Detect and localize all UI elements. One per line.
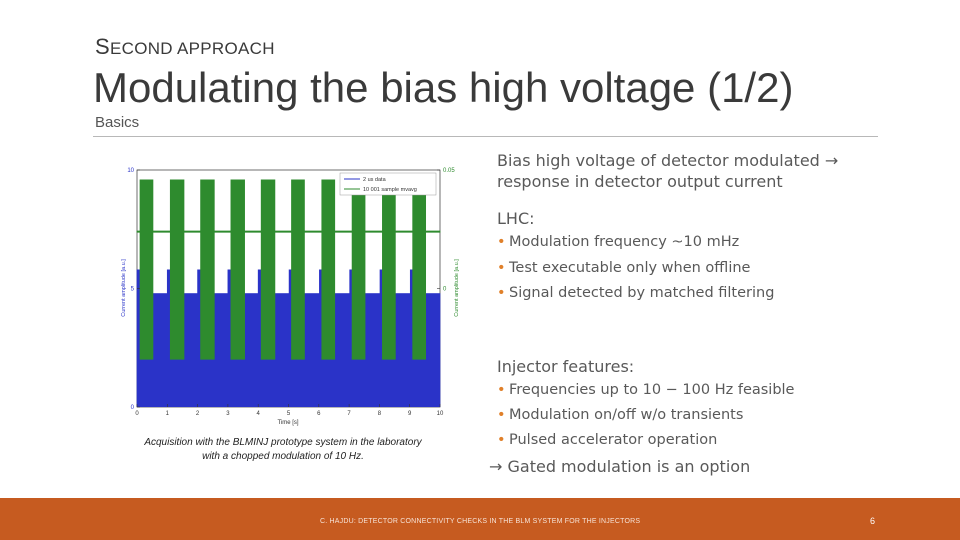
green-series-layer xyxy=(136,179,441,360)
y-axis-label-left: Current amplitude [a.u.] xyxy=(121,259,127,317)
bullet-bias-line2: response in detector output current xyxy=(497,172,783,191)
title-divider xyxy=(93,136,878,137)
injector-heading: Injector features: xyxy=(497,357,635,376)
footer-bar: C. HAJDU: DETECTOR CONNECTIVITY CHECKS I… xyxy=(0,498,960,540)
x-tick-label: 2 xyxy=(196,411,200,417)
x-tick-label: 3 xyxy=(226,411,230,417)
caption-line-1: Acquisition with the BLMINJ prototype sy… xyxy=(144,437,422,448)
legend-box xyxy=(339,172,437,196)
footer-text: C. HAJDU: DETECTOR CONNECTIVITY CHECKS I… xyxy=(320,518,641,525)
green-series-line xyxy=(136,179,441,360)
y-right-tick-label: 0 xyxy=(443,287,447,293)
page-number: 6 xyxy=(870,516,876,526)
x-tick-label: 8 xyxy=(378,411,382,417)
figure-caption: Acquisition with the BLMINJ prototype sy… xyxy=(118,436,448,464)
x-axis-label: Time [s] xyxy=(277,420,298,426)
bullet-bias: Bias high voltage of detector modulated … xyxy=(497,150,838,192)
x-tick-label: 5 xyxy=(287,411,291,417)
injector-item-3: Pulsed accelerator operation xyxy=(497,432,717,448)
axes-layer: 0 1 2 3 4 5 6 7 8 9 10 0 5 10 0 0.05 xyxy=(127,168,455,417)
x-tick-label: 7 xyxy=(347,411,351,417)
slide-title: Modulating the bias high voltage (1/2) xyxy=(93,64,794,111)
x-tick-label: 0 xyxy=(135,411,139,417)
chart: 0 1 2 3 4 5 6 7 8 9 10 0 5 10 0 0.05 2 us data 10 001 s… xyxy=(115,160,470,430)
injector-item-2: Modulation on/off w/o transients xyxy=(497,407,743,423)
injector-item-1: Frequencies up to 10 − 100 Hz feasible xyxy=(497,382,795,398)
y-left-tick-label: 5 xyxy=(131,287,135,293)
lhc-item-2: Test executable only when offline xyxy=(497,260,750,276)
caption-line-2: with a chopped modulation of 10 Hz. xyxy=(202,451,364,462)
y-right-tick-label: 0.05 xyxy=(443,168,455,174)
x-tick-label: 4 xyxy=(257,411,261,417)
bullet-bias-line1: Bias high voltage of detector modulated … xyxy=(497,151,839,170)
lhc-item-3: Signal detected by matched filtering xyxy=(497,285,774,301)
x-tick-label: 1 xyxy=(166,411,170,417)
legend-label-blue: 2 us data xyxy=(363,177,387,183)
x-tick-label: 9 xyxy=(408,411,412,417)
chart-svg: 0 1 2 3 4 5 6 7 8 9 10 0 5 10 0 0.05 2 us data 10 001 s… xyxy=(121,168,460,426)
y-axis-label-right: Current amplitude [a.u.] xyxy=(454,259,460,317)
y-left-tick-label: 10 xyxy=(127,168,134,174)
chart-legend: 2 us data 10 001 sample mvavg xyxy=(339,172,437,196)
y-left-tick-label: 0 xyxy=(131,405,135,411)
x-tick-label: 10 xyxy=(437,411,444,417)
lhc-heading: LHC: xyxy=(497,209,535,228)
section-kicker: SECOND APPROACH xyxy=(95,34,275,59)
legend-label-green: 10 001 sample mvavg xyxy=(363,187,417,193)
gated-modulation-note: → Gated modulation is an option xyxy=(489,457,751,476)
x-tick-label: 6 xyxy=(317,411,321,417)
lhc-item-1: Modulation frequency ~10 mHz xyxy=(497,234,739,250)
slide-subtitle: Basics xyxy=(95,114,140,131)
